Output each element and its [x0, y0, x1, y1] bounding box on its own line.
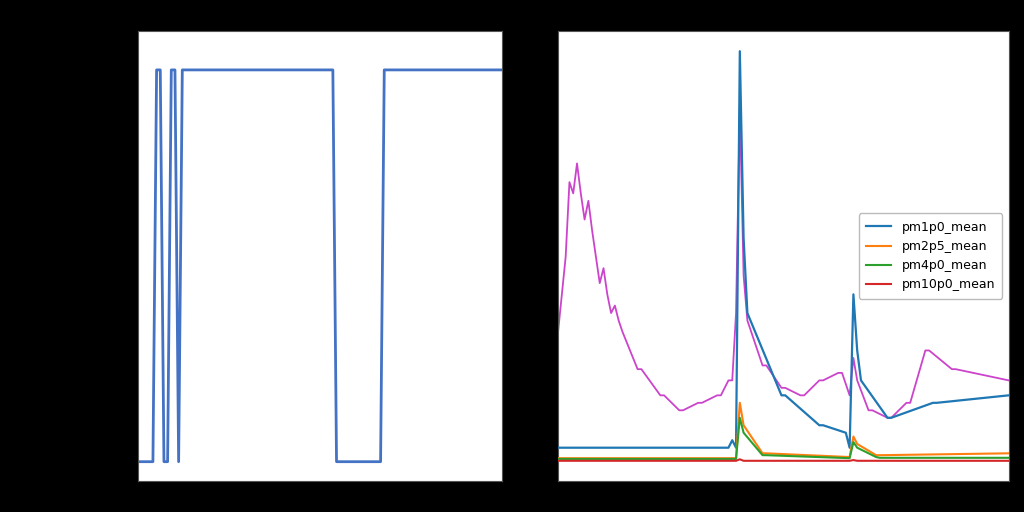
pm1p0_mean: [552, 444, 564, 451]
pm2p5_mean: [806, 452, 818, 458]
pm4p0_mean: [552, 456, 564, 462]
Line: pm4p0_mean: pm4p0_mean: [558, 418, 1009, 459]
pm1p0_mean: [733, 48, 745, 54]
pm1p0_mean: [673, 444, 685, 451]
Line: pm10p0_mean: pm10p0_mean: [558, 459, 1009, 461]
pm1p0_mean: [991, 393, 1004, 399]
Legend: pm1p0_mean, pm2p5_mean, pm4p0_mean, pm10p0_mean: pm1p0_mean, pm2p5_mean, pm4p0_mean, pm10…: [859, 213, 1002, 299]
pm2p5_mean: [1002, 450, 1015, 456]
pm1p0_mean: [866, 393, 879, 399]
pm4p0_mean: [733, 415, 745, 421]
pm4p0_mean: [673, 456, 685, 462]
pm2p5_mean: [911, 452, 924, 458]
pm1p0_mean: [911, 405, 924, 411]
pm4p0_mean: [991, 455, 1004, 461]
pm2p5_mean: [646, 455, 658, 461]
pm2p5_mean: [866, 450, 879, 456]
pm10p0_mean: [991, 458, 1004, 464]
pm10p0_mean: [866, 458, 879, 464]
pm1p0_mean: [646, 444, 658, 451]
pm4p0_mean: [1002, 455, 1015, 461]
pm10p0_mean: [806, 458, 818, 464]
pm10p0_mean: [552, 458, 564, 464]
pm10p0_mean: [1002, 458, 1015, 464]
pm4p0_mean: [646, 456, 658, 462]
pm2p5_mean: [733, 400, 745, 406]
pm4p0_mean: [866, 452, 879, 458]
pm1p0_mean: [806, 416, 818, 422]
pm4p0_mean: [806, 454, 818, 460]
pm1p0_mean: [1002, 392, 1015, 398]
pm10p0_mean: [673, 458, 685, 464]
pm2p5_mean: [673, 455, 685, 461]
pm4p0_mean: [911, 455, 924, 461]
Line: pm2p5_mean: pm2p5_mean: [558, 403, 1009, 458]
pm10p0_mean: [911, 458, 924, 464]
Line: pm1p0_mean: pm1p0_mean: [558, 51, 1009, 447]
pm10p0_mean: [646, 458, 658, 464]
pm10p0_mean: [733, 456, 745, 462]
pm2p5_mean: [991, 451, 1004, 457]
pm2p5_mean: [552, 455, 564, 461]
